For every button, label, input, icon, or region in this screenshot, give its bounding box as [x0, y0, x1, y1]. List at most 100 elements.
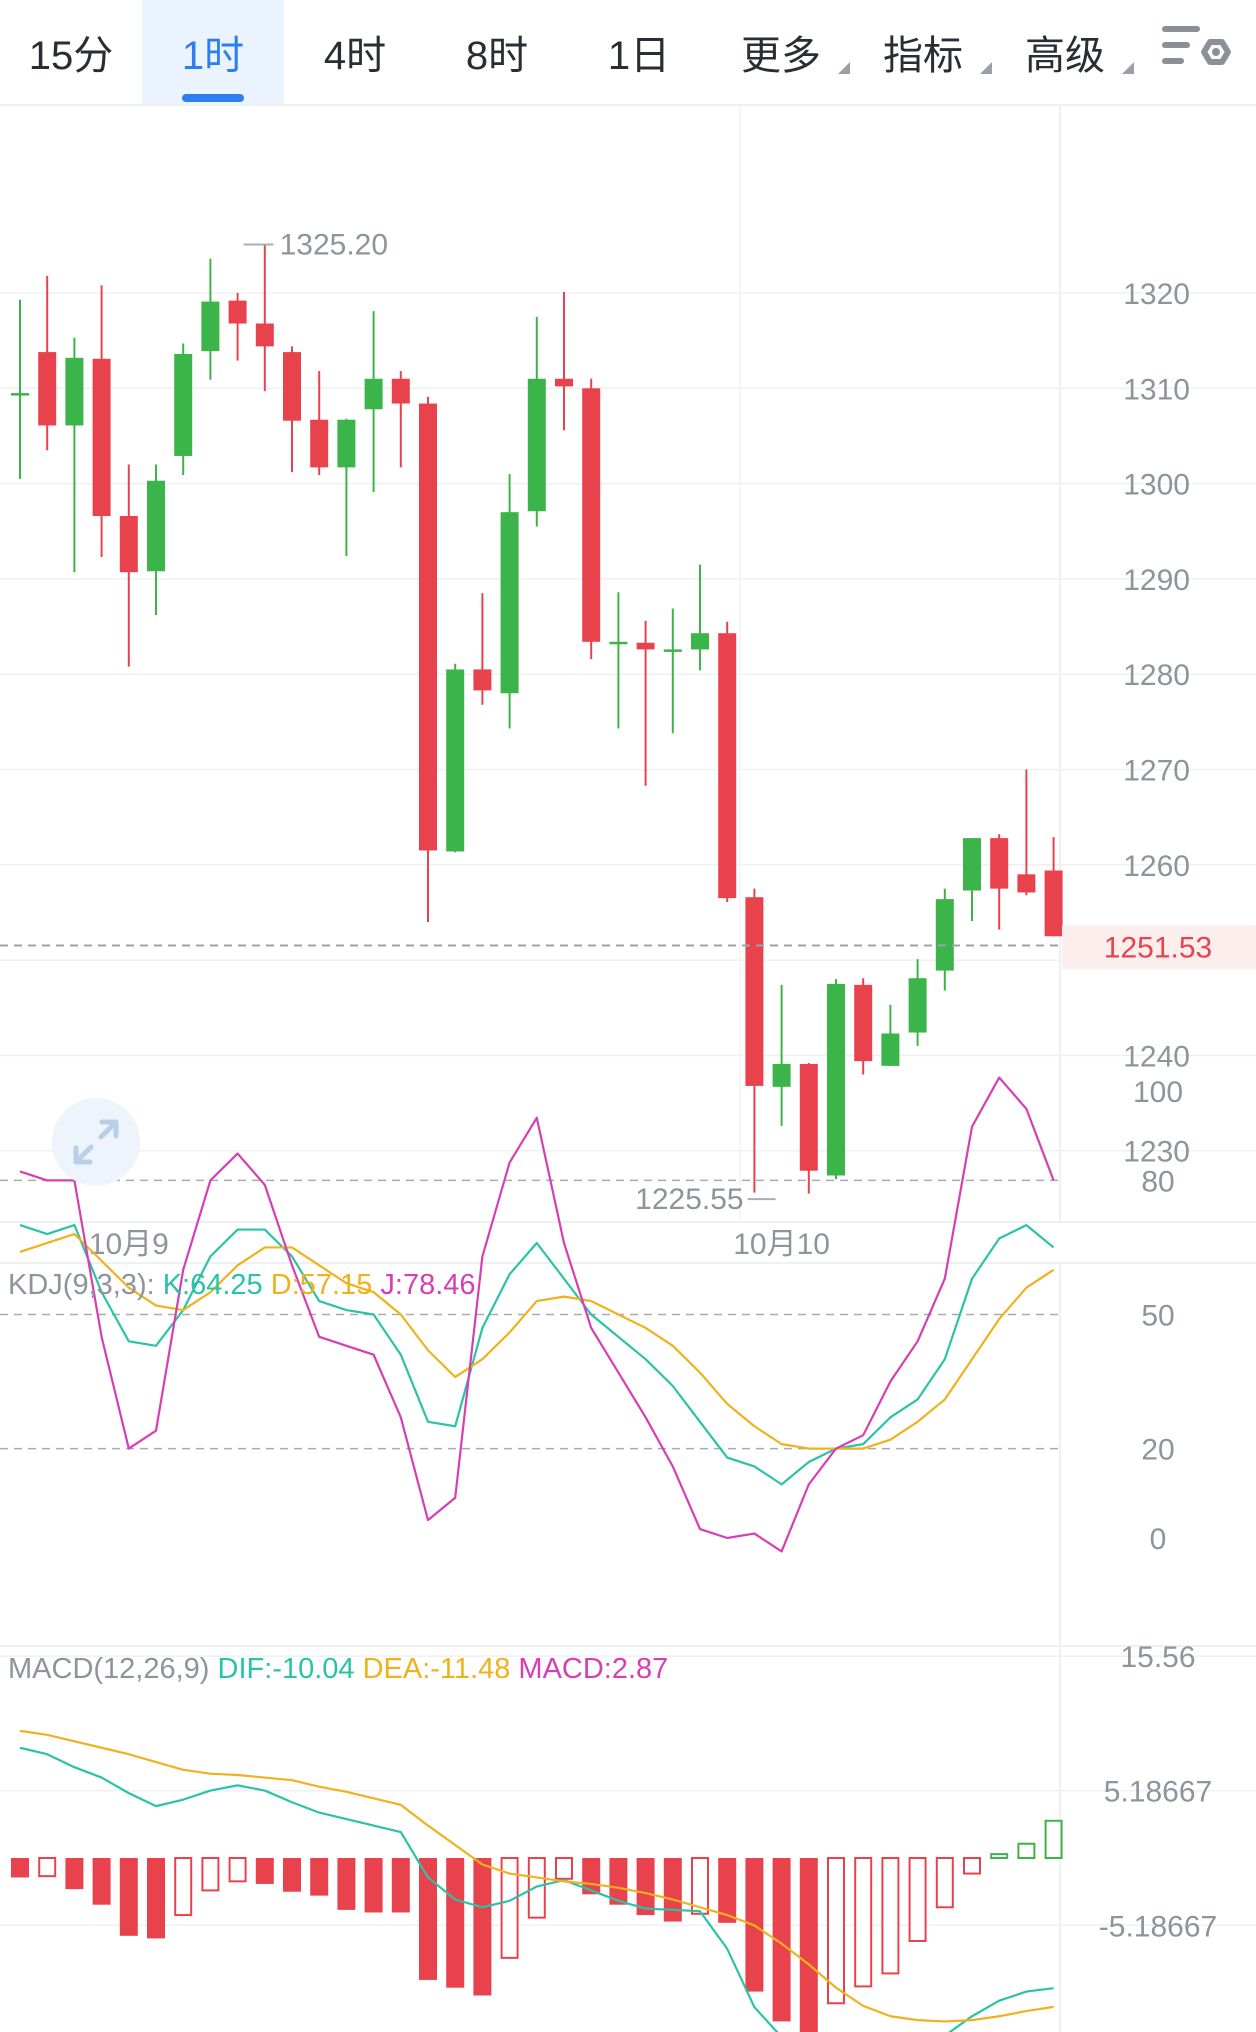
macd-legend-dif: DIF:-10.04 [218, 1653, 363, 1685]
candle-body [201, 301, 220, 352]
candle-body [772, 1063, 791, 1087]
kdj-legend-j: J:78.46 [380, 1269, 475, 1301]
macd-bar [65, 1858, 84, 1890]
candle-body [310, 419, 329, 468]
macd-bar [527, 1857, 546, 1919]
chart-settings-icon [1162, 26, 1231, 65]
candle-body [582, 388, 601, 642]
macd-bar [364, 1858, 383, 1913]
macd-bar [337, 1858, 356, 1910]
macd-bar [147, 1858, 165, 1939]
kdj-legend-d: D:57.15 [271, 1269, 381, 1301]
kdj-tick-label: 20 [1141, 1434, 1174, 1467]
candle-body [174, 353, 193, 456]
tab-8[interactable]: 高级 [994, 0, 1136, 104]
tab-label: 4时 [323, 34, 387, 78]
macd-bar [691, 1857, 709, 1915]
low-price-annotation: 1225.55 [635, 1183, 743, 1216]
dropdown-triangle-icon [838, 62, 850, 74]
kdj-tick-label: 0 [1150, 1523, 1167, 1556]
active-tab-indicator [182, 94, 244, 102]
macd-bar [990, 1853, 1009, 1860]
expand-button[interactable] [52, 1098, 140, 1186]
candle-body [1044, 870, 1063, 937]
current-price-tag [1062, 925, 1256, 970]
macd-bar [419, 1858, 437, 1980]
candle-body [854, 984, 873, 1062]
macd-line-dif [19, 1746, 1054, 2032]
candle-body [228, 300, 247, 324]
kdj-line-k [19, 1223, 1055, 1486]
tab-label: 1时 [181, 34, 245, 78]
dropdown-triangle-icon [1122, 62, 1134, 74]
macd-bar [228, 1857, 247, 1883]
candle-body [283, 352, 301, 421]
candle-body [119, 516, 138, 573]
candle-body [745, 897, 764, 1086]
price-tick-label: 1320 [1123, 278, 1190, 311]
kdj-legend-k: K:64.25 [163, 1269, 271, 1301]
macd-bar [1044, 1819, 1063, 1860]
candle-body [691, 633, 709, 650]
candle-body [935, 899, 954, 971]
kdj-tick-label: 50 [1141, 1300, 1174, 1333]
macd-legend-dea: DEA:-11.48 [363, 1653, 519, 1685]
price-tick-label: 1280 [1123, 659, 1190, 692]
tab-label: 8时 [465, 34, 529, 78]
price-tick-label: 1290 [1123, 564, 1190, 597]
macd-bar [609, 1858, 628, 1905]
macd-bar [473, 1858, 492, 1996]
candle-body [92, 358, 111, 517]
tab-6[interactable]: 更多 [710, 0, 852, 104]
macd-bar [92, 1858, 111, 1905]
macd-bar [555, 1857, 573, 1880]
tab-label: 指标 [883, 34, 963, 78]
candle-body [718, 633, 737, 899]
dropdown-triangle-icon [980, 62, 992, 74]
tab-3[interactable]: 4时 [284, 0, 426, 104]
macd-bar [799, 1858, 818, 2032]
candle-body [255, 323, 274, 347]
candle-body [636, 642, 655, 650]
candle-body [1017, 874, 1036, 893]
candle-body [473, 669, 492, 691]
candle-body [990, 838, 1009, 889]
tab-5[interactable]: 1日 [568, 0, 710, 104]
macd-bar [391, 1858, 410, 1913]
candle-body [881, 1033, 900, 1066]
macd-bar [174, 1857, 193, 1917]
macd-bar [310, 1858, 329, 1896]
tab-4[interactable]: 8时 [426, 0, 568, 104]
tab-1[interactable]: 15分 [0, 0, 142, 104]
macd-bar [283, 1858, 301, 1892]
candle-body [419, 403, 437, 851]
tab-2[interactable]: 1时 [142, 0, 284, 104]
macd-bar [827, 1857, 845, 2005]
macd-bar [201, 1857, 220, 1892]
date-axis-label: 10月9 [89, 1228, 169, 1261]
macd-bar [500, 1857, 519, 1959]
high-price-annotation: 1325.20 [280, 228, 388, 261]
macd-bar [446, 1858, 465, 1988]
macd-tick-label: -5.18667 [1099, 1910, 1217, 1943]
price-tick-label: 1230 [1123, 1136, 1190, 1169]
candle-body [908, 978, 927, 1033]
macd-bar [11, 1858, 29, 1878]
macd-tick-label: 15.56 [1120, 1641, 1195, 1674]
chart-settings-button[interactable] [1160, 18, 1236, 84]
macd-legend-macd: MACD:2.87 [518, 1653, 668, 1685]
candle-body [500, 512, 519, 694]
price-tick-label: 1310 [1123, 373, 1190, 406]
tab-label: 1日 [607, 34, 671, 78]
candle-body [555, 378, 573, 387]
macd-line-dea [19, 1729, 1054, 2023]
macd-bar [718, 1858, 737, 1923]
candle-body [827, 983, 845, 1176]
kdj-line-d [19, 1232, 1055, 1450]
macd-bar [963, 1857, 981, 1875]
macd-legend: MACD(12,26,9) DIF:-10.04 DEA:-11.48 MACD… [8, 1653, 668, 1685]
kdj-tick-label: 80 [1141, 1165, 1174, 1198]
tab-7[interactable]: 指标 [852, 0, 994, 104]
